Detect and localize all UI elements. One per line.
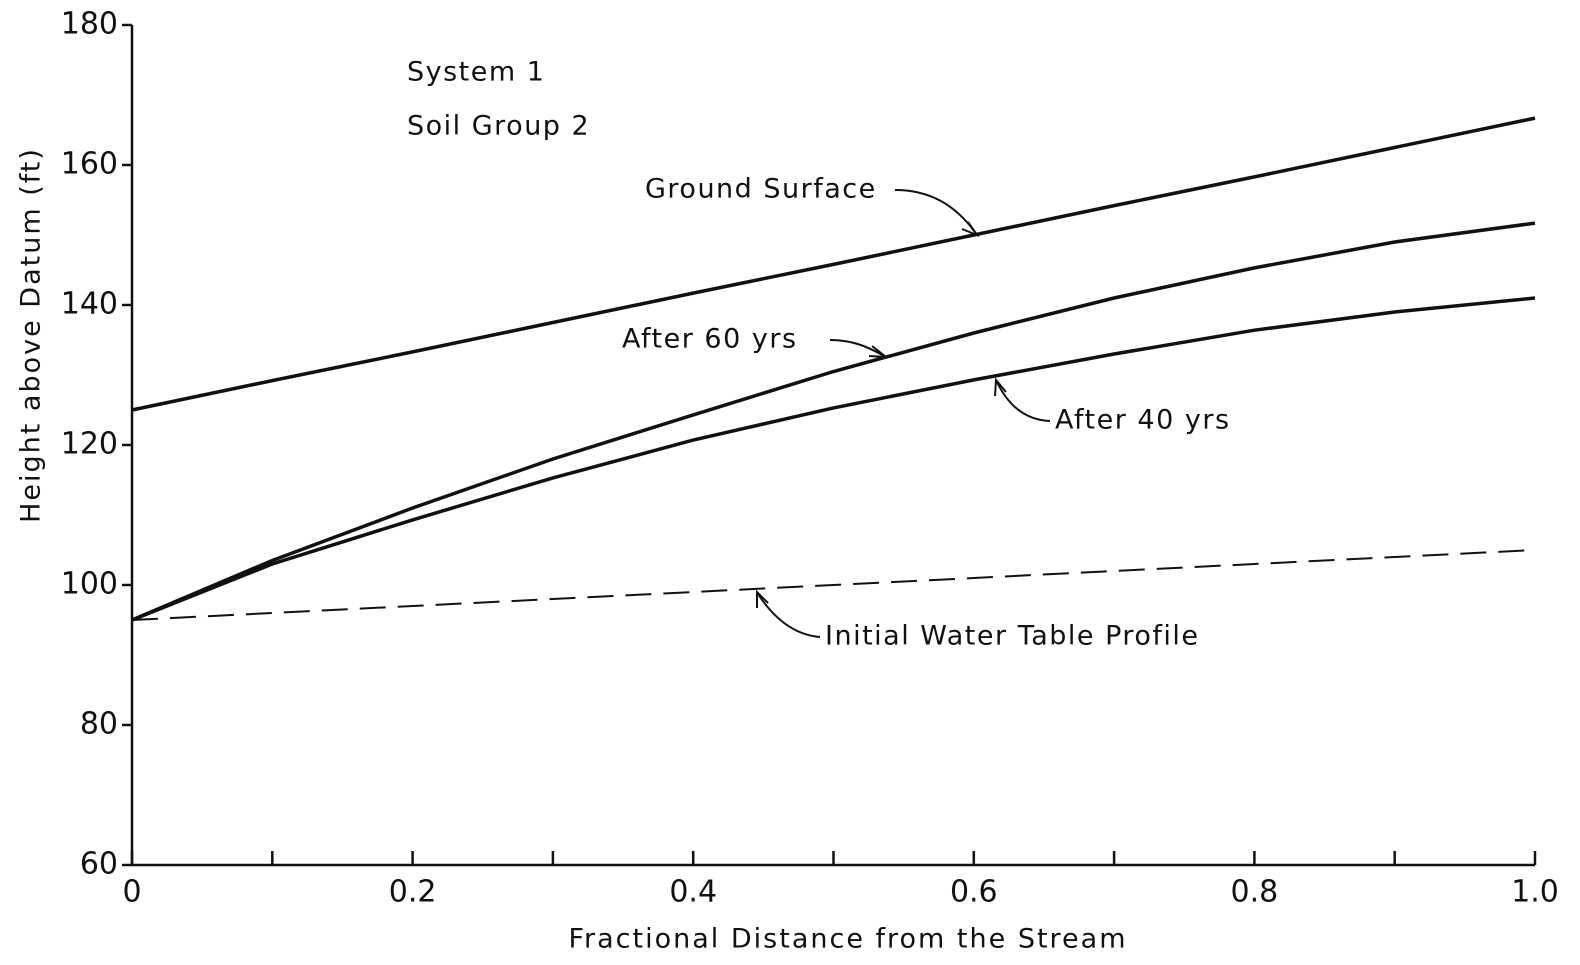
series-line	[131, 296, 1536, 622]
y-tick-label: 60	[80, 847, 118, 882]
series-line	[131, 116, 1536, 412]
x-tick-label: 0	[122, 875, 141, 910]
series-label: Initial Water Table Profile	[825, 621, 1200, 652]
series-label: After 60 yrs	[622, 324, 798, 355]
series-label: After 40 yrs	[1055, 405, 1231, 436]
y-tick-label: 180	[61, 7, 118, 42]
callout-arrows	[756, 189, 1051, 638]
arrowhead	[994, 377, 1007, 397]
series-line	[131, 221, 1536, 622]
annotation: System 1	[407, 57, 545, 88]
y-axis-label: Height above Datum (ft)	[16, 147, 47, 523]
arrow	[757, 593, 821, 638]
x-tick-label: 0.2	[389, 875, 437, 910]
annotation: Soil Group 2	[407, 111, 590, 142]
arrowhead	[868, 345, 890, 359]
y-tick-label: 160	[61, 147, 118, 182]
arrow	[996, 381, 1051, 422]
x-tick-label: 1.0	[1511, 875, 1559, 910]
series-label: Ground Surface	[645, 174, 877, 205]
x-tick-label: 0.6	[950, 875, 998, 910]
series-line	[131, 549, 1536, 621]
arrowhead	[756, 589, 769, 608]
arrow	[894, 189, 976, 233]
x-tick-label: 0.8	[1231, 875, 1279, 910]
x-axis-label: Fractional Distance from the Stream	[568, 924, 1127, 955]
x-tick-label: 0.4	[669, 875, 717, 910]
y-tick-label: 120	[61, 427, 118, 462]
y-tick-label: 140	[61, 287, 118, 322]
y-tick-label: 100	[61, 567, 118, 602]
y-tick-label: 80	[80, 707, 118, 742]
arrow	[829, 339, 885, 357]
